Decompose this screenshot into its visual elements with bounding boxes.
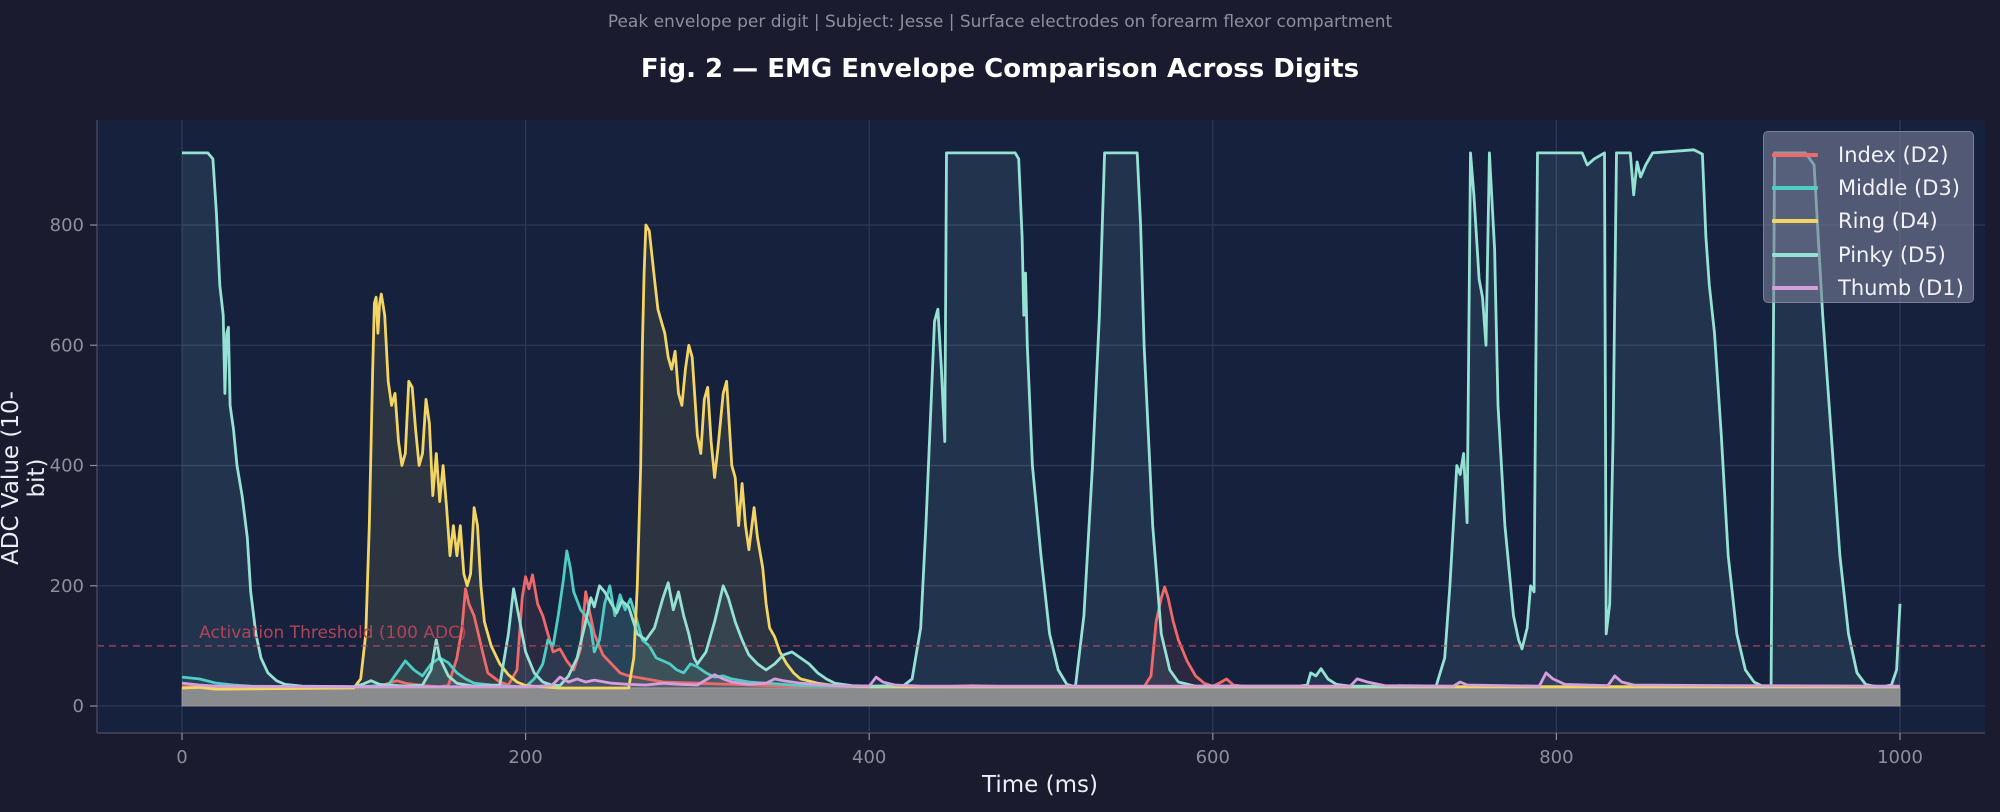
- legend-label-middle: Middle (D3): [1838, 176, 1960, 201]
- legend-item-pinky: Pinky (D5): [1764, 238, 1973, 271]
- series-line: [182, 148, 1902, 689]
- axes: 0 200 400 600 800 1000 0 200 400 600 800: [50, 120, 1985, 768]
- series-line: [182, 573, 1900, 689]
- series-line: [181, 223, 1900, 691]
- series-line: [181, 549, 1900, 689]
- x-axis-label: Time (ms): [982, 772, 1098, 798]
- legend-swatch-pinky: [1772, 252, 1818, 257]
- y-axis-label: ADC Value (10-bit): [0, 391, 50, 565]
- x-tick-label: 0: [176, 747, 187, 768]
- x-tick-label: 1000: [1877, 747, 1923, 768]
- series-lines: [181, 148, 1902, 691]
- legend-label-pinky: Pinky (D5): [1838, 242, 1946, 267]
- chart-title: Fig. 2 — EMG Envelope Comparison Across …: [640, 54, 1360, 84]
- legend-item-thumb: Thumb (D1): [1764, 272, 1973, 305]
- threshold-label: Activation Threshold (100 ADC): [199, 623, 466, 643]
- legend-swatch-ring: [1772, 219, 1818, 224]
- threshold-line: Activation Threshold (100 ADC): [97, 623, 1985, 647]
- chart-subtitle: Peak envelope per digit | Subject: Jesse…: [607, 12, 1393, 32]
- legend-label-ring: Ring (D4): [1838, 209, 1938, 234]
- legend-item-ring: Ring (D4): [1764, 205, 1973, 238]
- plot-background: [97, 120, 1985, 733]
- legend-label-index: Index (D2): [1838, 142, 1949, 167]
- legend-swatch-thumb: [1772, 286, 1818, 291]
- legend-label-thumb: Thumb (D1): [1838, 276, 1964, 301]
- legend-swatch-index: [1772, 152, 1818, 157]
- legend-item-index: Index (D2): [1764, 138, 1973, 171]
- y-tick-label: 0: [73, 696, 84, 717]
- series-fill: [182, 672, 1900, 706]
- y-tick-label: 200: [50, 576, 84, 597]
- x-tick-label: 600: [1196, 747, 1230, 768]
- series-fill: [182, 550, 1900, 706]
- y-tick-label: 400: [50, 456, 84, 477]
- x-tick-label: 400: [852, 747, 886, 768]
- x-tick-label: 800: [1539, 747, 1573, 768]
- y-tick-label: 600: [50, 335, 84, 356]
- legend-item-middle: Middle (D3): [1764, 171, 1973, 204]
- series-fill: [182, 574, 1900, 706]
- y-tick-label: 800: [50, 215, 84, 236]
- series-line: [181, 671, 1901, 689]
- legend-swatch-middle: [1772, 186, 1818, 191]
- x-tick-label: 200: [508, 747, 542, 768]
- legend: Index (D2) Middle (D3) Ring (D4) Pinky (…: [1763, 131, 1974, 303]
